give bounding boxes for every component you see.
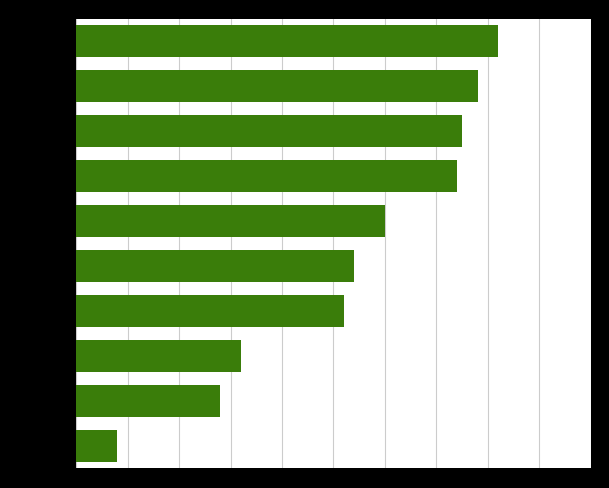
Bar [76, 205, 385, 238]
Bar [76, 116, 462, 148]
Bar [76, 26, 498, 58]
Bar [76, 340, 241, 372]
Bar [76, 430, 118, 462]
Bar [76, 295, 343, 327]
Bar [76, 71, 477, 103]
Bar [76, 250, 354, 283]
Bar [76, 385, 220, 417]
Bar [76, 161, 457, 193]
